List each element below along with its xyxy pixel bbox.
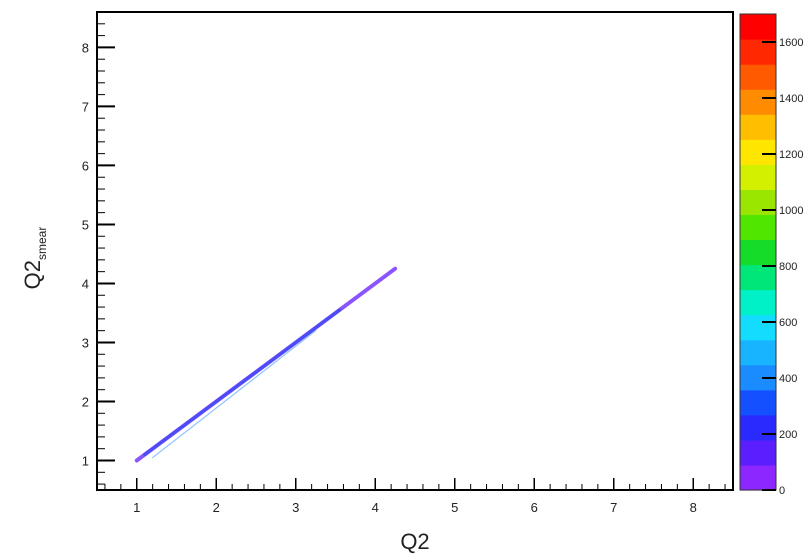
color-swatch [740, 214, 776, 241]
color-swatch [740, 164, 776, 190]
band-highlight [152, 330, 317, 459]
x-axis: 1 2 3 4 5 6 7 8 [104, 478, 726, 515]
color-swatch [740, 64, 776, 90]
colorbar-tick-label: 1600 [779, 37, 803, 49]
x-tick-label: 2 [213, 500, 220, 515]
band-core [143, 308, 341, 457]
y-axis-title: Q2smear [20, 227, 49, 290]
y-tick-label: 6 [82, 158, 89, 173]
colorbar-tick-label: 400 [779, 373, 797, 385]
x-tick-label: 4 [372, 500, 379, 515]
y-axis: 1 2 3 4 5 6 7 8 [82, 11, 115, 485]
x-tick-label: 6 [531, 500, 538, 515]
colorbar-tick-label: 0 [779, 485, 785, 497]
y-axis-title-main: Q2 [20, 260, 45, 289]
color-swatch [740, 314, 776, 341]
color-swatch [740, 114, 776, 140]
color-scale: 0 200 400 600 800 1000 1200 1400 1600 [739, 13, 803, 497]
y-tick-label: 2 [82, 394, 89, 409]
color-swatch [740, 414, 776, 441]
data-band [134, 266, 398, 463]
y-tick-label: 1 [82, 453, 89, 468]
colorbar-tick-label: 1200 [779, 149, 803, 161]
y-tick-label: 5 [82, 217, 89, 232]
x-tick-label: 1 [133, 500, 140, 515]
y-tick-label: 8 [82, 40, 89, 55]
x-axis-title: Q2 [400, 529, 429, 554]
color-swatch [740, 189, 776, 216]
colorbar-tick-label: 200 [779, 429, 797, 441]
color-swatch [740, 14, 776, 40]
color-swatch [740, 464, 776, 491]
color-swatch [740, 389, 776, 416]
color-swatch [740, 139, 776, 165]
x-tick-label: 7 [610, 500, 617, 515]
x-tick-label: 8 [690, 500, 697, 515]
color-swatch [740, 239, 776, 266]
y-tick-label: 3 [82, 335, 89, 350]
colorbar-tick-label: 1400 [779, 93, 803, 105]
x-tick-label: 5 [451, 500, 458, 515]
colorbar-frame [739, 13, 777, 491]
color-swatch [740, 339, 776, 366]
y-tick-label: 7 [82, 99, 89, 114]
color-swatch [740, 264, 776, 291]
y-tick-label: 4 [82, 276, 89, 291]
colorbar-tick-label: 600 [779, 317, 797, 329]
x-tick-label: 3 [292, 500, 299, 515]
color-swatch [740, 89, 776, 115]
color-swatch [740, 289, 776, 316]
y-axis-title-sub: smear [35, 227, 49, 260]
colorbar-tick-label: 800 [779, 261, 797, 273]
color-swatch [740, 39, 776, 65]
svg-text:Q2smear: Q2smear [20, 227, 49, 290]
colorbar-tick-label: 1000 [779, 205, 803, 217]
color-swatch [740, 439, 776, 466]
